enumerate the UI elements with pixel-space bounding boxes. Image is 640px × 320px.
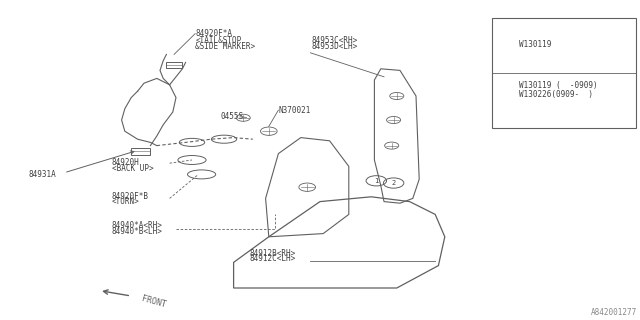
Bar (131, 148, 150, 155)
Text: &SIDE MARKER>: &SIDE MARKER> (195, 42, 255, 51)
Text: 1: 1 (502, 41, 506, 47)
Text: 84940*A<RH>: 84940*A<RH> (112, 221, 163, 230)
Text: 1: 1 (374, 178, 378, 184)
Text: 84931A: 84931A (29, 170, 56, 179)
Text: 2: 2 (502, 88, 506, 94)
Text: <BACK UP>: <BACK UP> (112, 164, 154, 173)
Text: 84920H: 84920H (112, 158, 140, 167)
Bar (492, 18, 636, 128)
Text: N370021: N370021 (278, 106, 311, 115)
Bar (166, 61, 182, 68)
Text: 0455S: 0455S (221, 112, 244, 121)
Text: 2: 2 (392, 180, 396, 186)
Text: W130226(0909-  ): W130226(0909- ) (519, 90, 593, 99)
Text: <TURN>: <TURN> (112, 197, 140, 206)
Text: 84953D<LH>: 84953D<LH> (312, 42, 358, 51)
Text: W130119 (  -0909): W130119 ( -0909) (519, 81, 598, 90)
Text: A842001277: A842001277 (591, 308, 637, 317)
Text: 84912B<RH>: 84912B<RH> (250, 249, 296, 258)
Text: W130119: W130119 (519, 40, 552, 49)
Text: 84912C<LH>: 84912C<LH> (250, 254, 296, 263)
Text: 84920F*A: 84920F*A (195, 29, 232, 38)
Text: 84953C<RH>: 84953C<RH> (312, 36, 358, 45)
Text: 84920F*B: 84920F*B (112, 192, 149, 201)
Text: 84940*B<LH>: 84940*B<LH> (112, 227, 163, 236)
Text: FRONT: FRONT (141, 294, 168, 309)
Text: <TAIL&STOP: <TAIL&STOP (195, 36, 241, 45)
